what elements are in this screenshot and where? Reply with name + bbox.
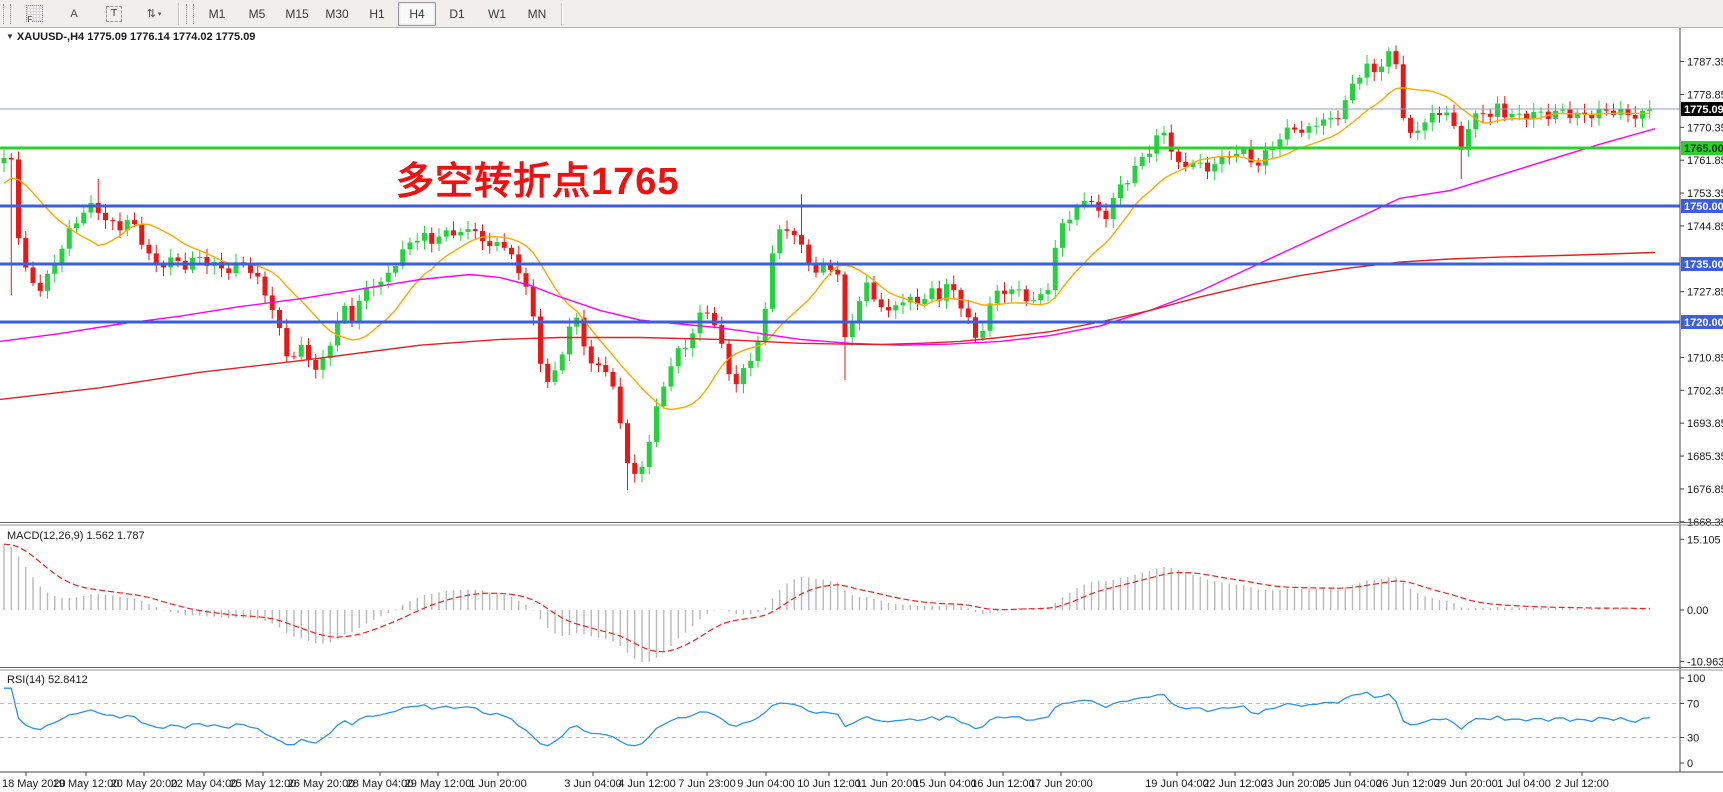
time-axis-label: 7 Jun 23:00 [678, 778, 736, 790]
time-axis-label: 11 Jun 20:00 [856, 778, 919, 790]
rsi-axis-label: 0 [1687, 758, 1693, 770]
price-box-1765.00: 1765.00 [1681, 141, 1723, 156]
price-axis-label: 1685.35 [1687, 451, 1723, 463]
rsi-label: RSI(14) 52.8412 [7, 674, 88, 686]
caret-down-icon[interactable]: ▾ [157, 10, 162, 18]
rsi-pane[interactable] [0, 703, 1680, 738]
svg-text:1720.00: 1720.00 [1684, 317, 1723, 329]
triangle-down-icon[interactable]: ▼ [6, 32, 14, 41]
chart-annotation-text[interactable]: 多空转折点1765 [396, 161, 680, 203]
toolbar: F A T ⇅ ▾ M1 M5 M15 M30 H1 H4 D1 W1 MN [0, 0, 1723, 28]
rsi-axis-label: 100 [1687, 673, 1705, 685]
time-axis-label: 28 May 04:00 [347, 778, 414, 790]
price-box-1735.00: 1735.00 [1681, 257, 1723, 272]
price-box-1750.00: 1750.00 [1681, 199, 1723, 214]
symbol-ohlc-line: ▼ XAUUSD-,H4 1775.09 1776.14 1774.02 1775… [6, 31, 255, 43]
macd-pane[interactable] [3, 544, 1651, 662]
time-axis-label: 29 Jun 20:00 [1434, 778, 1498, 790]
macd-axis-label: 0.00 [1687, 605, 1708, 617]
price-axis-label: 1787.35 [1687, 57, 1723, 69]
price-axis-label: 1753.35 [1687, 188, 1723, 200]
toolbar-separator-2 [561, 2, 562, 25]
price-axis-label: 1778.85 [1687, 89, 1723, 101]
price-axis: 1787.35 1778.85 1770.35 1761.85 1753.35 1744.… [1679, 28, 1723, 772]
arrows-button[interactable]: ⇅ ▾ [135, 2, 173, 26]
svg-text:1765.00: 1765.00 [1684, 143, 1723, 155]
time-axis-label: 4 Jun 12:00 [618, 778, 676, 790]
timeframe-button-d1[interactable]: D1 [449, 6, 465, 21]
time-axis-label: 26 Jun 12:00 [1376, 778, 1440, 790]
rsi-axis-label: 30 [1687, 733, 1699, 745]
time-axis-label: 26 May 20:00 [288, 778, 355, 790]
price-axis-label: 1676.85 [1687, 484, 1723, 496]
time-axis-label: 1 Jun 20:00 [469, 778, 527, 790]
timeframe-drag-handle[interactable] [186, 3, 194, 24]
timeframe-button-h1[interactable]: H1 [369, 6, 385, 21]
price-box-1720.00: 1720.00 [1681, 315, 1723, 330]
toolbar-separator [178, 2, 179, 25]
timeframe-button-mn[interactable]: MN [527, 6, 547, 21]
time-axis-label: 19 Jun 04:00 [1145, 778, 1209, 790]
ma-slow-line [0, 251, 1656, 401]
svg-text:1735.00: 1735.00 [1684, 259, 1723, 271]
templates-button[interactable]: F [15, 2, 53, 26]
rsi-line [4, 687, 1650, 747]
timeframe-group: M1 M5 M15 M30 H1 H4 D1 W1 MN [197, 1, 557, 26]
text-object-button[interactable]: T [95, 2, 133, 26]
time-axis-label: 18 May 2020 [2, 778, 66, 790]
time-axis-label: 9 Jun 04:00 [737, 778, 795, 790]
price-axis-label: 1710.85 [1687, 352, 1723, 364]
chart-window[interactable]: ▼ XAUUSD-,H4 1775.09 1776.14 1774.02 1775… [0, 28, 1723, 792]
macd-label: MACD(12,26,9) 1.562 1.787 [7, 530, 145, 542]
time-axis-label: 16 Jun 12:00 [971, 778, 1035, 790]
price-axis-label: 1693.85 [1687, 418, 1723, 430]
price-box-1775.09: 1775.09 [1681, 102, 1723, 116]
price-axis-label: 1727.85 [1687, 287, 1723, 299]
candlestick-series[interactable] [1, 45, 1653, 491]
time-axis-label: 22 May 04:00 [171, 778, 238, 790]
ma-fast-line [3, 87, 1650, 411]
cursor-a-button[interactable]: A [55, 2, 93, 26]
price-axis-label: 1761.85 [1687, 155, 1723, 167]
time-axis-label: 22 Jun 12:00 [1203, 778, 1267, 790]
time-axis-label: 10 Jun 12:00 [797, 778, 861, 790]
symbol-ohlc-text: XAUUSD-,H4 1775.09 1776.14 1774.02 1775.… [16, 31, 256, 43]
rsi-axis-label: 70 [1687, 699, 1699, 711]
svg-text:1775.09: 1775.09 [1684, 104, 1723, 116]
letter-a-icon: A [70, 7, 78, 20]
macd-signal-line [3, 543, 1650, 653]
time-axis-label: 15 Jun 04:00 [913, 778, 977, 790]
time-axis-label: 2 Jul 12:00 [1555, 778, 1609, 790]
time-axis-label: 3 Jun 04:00 [564, 778, 622, 790]
time-axis-label: 19 May 12:00 [53, 778, 120, 790]
timeframe-button-m5[interactable]: M5 [248, 6, 266, 21]
arrows-icon: ⇅ [146, 8, 156, 20]
timeframe-button-m1[interactable]: M1 [208, 6, 226, 21]
time-axis-label: 25 Jun 04:00 [1318, 778, 1382, 790]
price-axis-label: 1744.85 [1687, 221, 1723, 233]
macd-axis-label: 15.105 [1687, 534, 1721, 546]
toolbar-drag-handle[interactable] [3, 3, 11, 24]
time-axis-label: 23 Jun 20:00 [1261, 778, 1325, 790]
price-axis-label: 1770.35 [1687, 122, 1723, 134]
time-axis-label: 17 Jun 20:00 [1029, 778, 1093, 790]
timeframe-button-m30[interactable]: M30 [325, 6, 349, 21]
text-box-icon: T [106, 5, 122, 22]
grid-f-icon: F [25, 5, 43, 24]
time-axis-label: 25 May 12:00 [230, 778, 297, 790]
horizontal-line-objects[interactable] [0, 108, 1680, 324]
svg-text:1750.00: 1750.00 [1684, 201, 1723, 213]
timeframe-button-w1[interactable]: W1 [488, 6, 506, 21]
time-axis-label: 1 Jul 04:00 [1497, 778, 1551, 790]
time-axis-label: 20 May 20:00 [111, 778, 178, 790]
time-axis-label: 29 May 12:00 [405, 778, 472, 790]
macd-axis-label: -10.963 [1687, 656, 1723, 668]
ma-mid-line [0, 128, 1656, 346]
chart-canvas[interactable]: 1787.35 1778.85 1770.35 1761.85 1753.35 1744.… [0, 28, 1723, 792]
timeframe-button-h4[interactable]: H4 [398, 1, 436, 26]
price-axis-label: 1702.35 [1687, 385, 1723, 397]
timeframe-button-m15[interactable]: M15 [285, 6, 309, 21]
